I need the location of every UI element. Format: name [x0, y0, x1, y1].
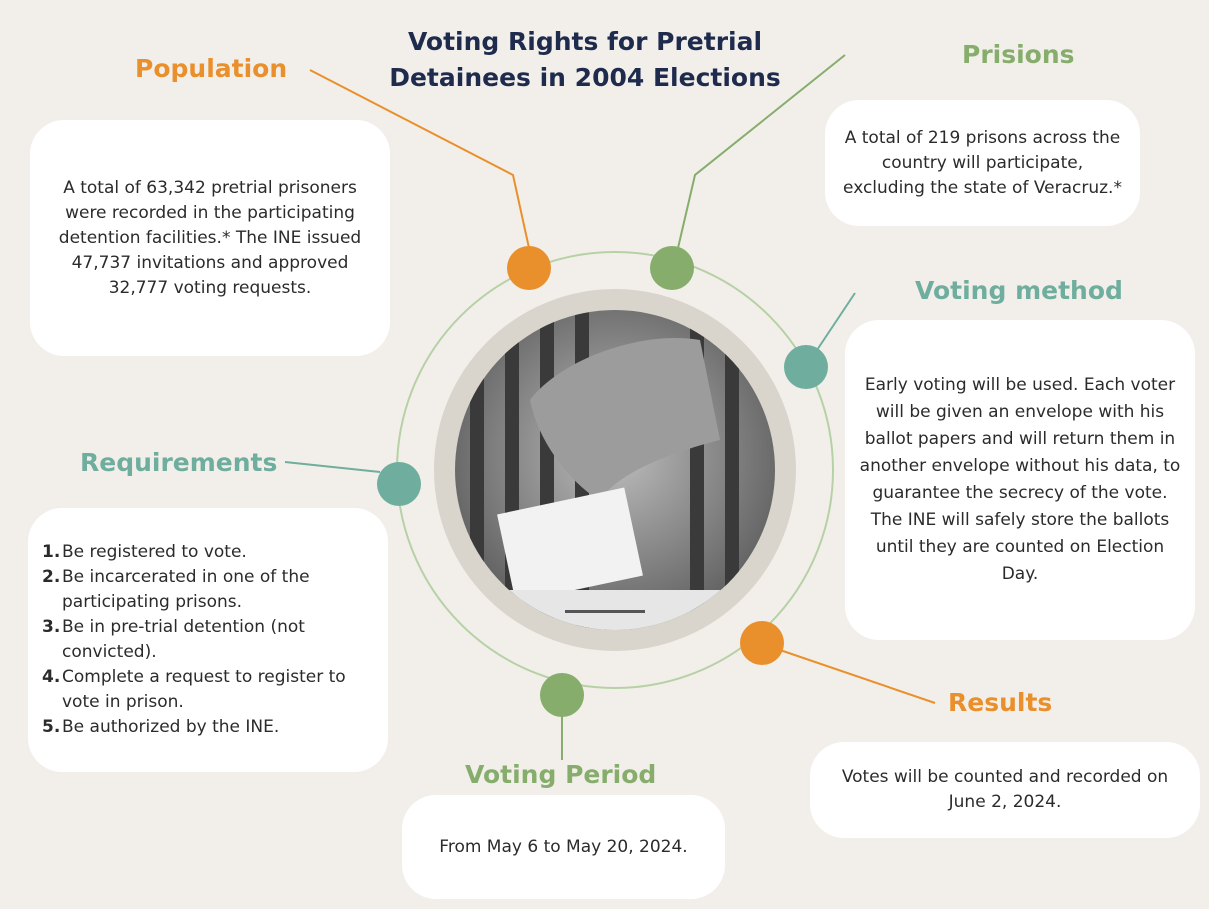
item-text: Complete a request to register to vote i… — [62, 665, 374, 715]
item-text: Be in pre-trial detention (not convicted… — [62, 615, 374, 665]
heading: Voting Period — [465, 760, 656, 789]
title: Voting Rights for Pretrial Detainees in … — [380, 24, 790, 96]
text: A total of 63,342 pretrial prisoners wer… — [44, 176, 376, 301]
item-number: 4. — [42, 665, 62, 715]
list-item: 5.Be authorized by the INE. — [42, 715, 374, 740]
text: Early voting will be used. Each voter wi… — [859, 372, 1181, 588]
requirements-list: 1.Be registered to vote.2.Be incarcerate… — [42, 540, 374, 740]
list-item: 2.Be incarcerated in one of the particip… — [42, 565, 374, 615]
dot — [507, 246, 551, 290]
heading: Prisions — [962, 40, 1075, 69]
dot — [540, 673, 584, 717]
item-number: 3. — [42, 615, 62, 665]
heading: Requirements — [80, 448, 277, 477]
list-item: 1.Be registered to vote. — [42, 540, 374, 565]
text: Votes will be counted and recorded on Ju… — [824, 765, 1186, 815]
item-number: 5. — [42, 715, 62, 740]
text-box: Early voting will be used. Each voter wi… — [845, 320, 1195, 640]
text: From May 6 to May 20, 2024. — [439, 835, 687, 860]
heading: Voting method — [915, 276, 1123, 305]
dot — [650, 246, 694, 290]
text: A total of 219 prisons across the countr… — [839, 126, 1126, 201]
text-box: From May 6 to May 20, 2024. — [402, 795, 725, 899]
text-box: A total of 63,342 pretrial prisoners wer… — [30, 120, 390, 356]
list-item: 3.Be in pre-trial detention (not convict… — [42, 615, 374, 665]
text-box: 1.Be registered to vote.2.Be incarcerate… — [28, 508, 388, 772]
list-item: 4.Complete a request to register to vote… — [42, 665, 374, 715]
item-number: 1. — [42, 540, 62, 565]
heading: Population — [135, 54, 287, 83]
dot — [377, 462, 421, 506]
dot — [784, 345, 828, 389]
dot — [740, 621, 784, 665]
photo — [455, 310, 775, 630]
infographic: Voting Rights for Pretrial Detainees in … — [0, 0, 1209, 909]
heading: Results — [948, 688, 1052, 717]
item-text: Be registered to vote. — [62, 540, 247, 565]
text-box: A total of 219 prisons across the countr… — [825, 100, 1140, 226]
item-text: Be authorized by the INE. — [62, 715, 279, 740]
item-number: 2. — [42, 565, 62, 615]
item-text: Be incarcerated in one of the participat… — [62, 565, 374, 615]
text-box: Votes will be counted and recorded on Ju… — [810, 742, 1200, 838]
